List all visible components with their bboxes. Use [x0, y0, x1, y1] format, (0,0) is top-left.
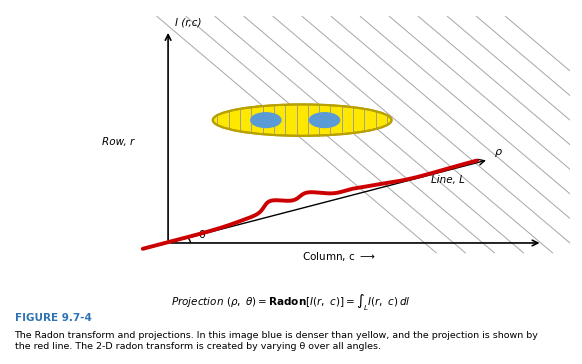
Ellipse shape	[213, 104, 392, 136]
Text: Row, r: Row, r	[102, 137, 134, 147]
Text: Line, L: Line, L	[431, 175, 464, 185]
Text: ρ: ρ	[494, 147, 502, 157]
Circle shape	[310, 113, 340, 127]
Text: $\it{Projection}\ (\rho,\ \theta) = \mathbf{Radon}[I(r,\ c)]= \int_L I(r,\ c)\,d: $\it{Projection}\ (\rho,\ \theta) = \mat…	[171, 292, 411, 313]
Text: The Radon transform and projections. In this image blue is denser than yellow, a: The Radon transform and projections. In …	[15, 331, 538, 351]
Text: I (r,c): I (r,c)	[175, 17, 201, 27]
Text: Column, c $\longrightarrow$: Column, c $\longrightarrow$	[301, 250, 375, 263]
Text: FIGURE 9.7-4: FIGURE 9.7-4	[15, 313, 91, 323]
Circle shape	[251, 113, 281, 127]
Text: θ: θ	[199, 230, 205, 240]
